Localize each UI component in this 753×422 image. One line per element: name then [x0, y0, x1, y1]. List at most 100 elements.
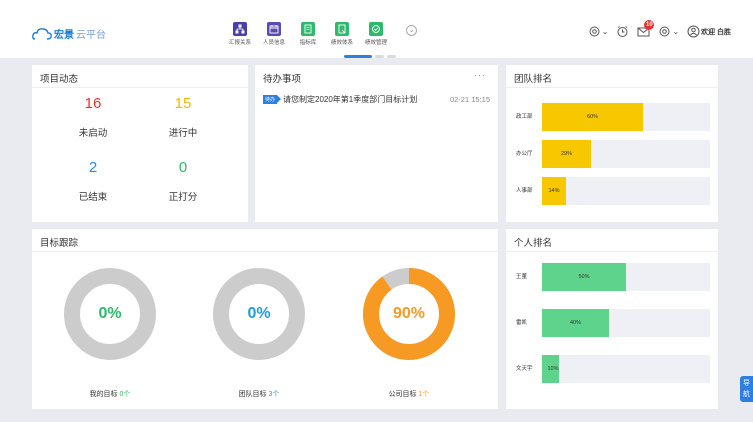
card-title: 团队排名: [514, 74, 553, 85]
todo-tag: 待办: [263, 95, 282, 104]
main-nav: 汇报关系 人员信息 指标库 绩效体系: [228, 22, 388, 46]
chevron-down-icon: ⌄: [672, 27, 680, 36]
rank-track: 50%: [542, 263, 710, 291]
logo[interactable]: 宏景 云平台: [32, 26, 106, 41]
goal-percent: 0%: [247, 305, 271, 322]
settings-menu[interactable]: ⌄: [588, 25, 609, 38]
todo-card: 待办事项 ··· 待办 请您制定2020年第1季度部门目标计划 02-21 15…: [255, 65, 498, 222]
goal-progress-ring[interactable]: [212, 267, 306, 361]
stat-label: 未启动: [78, 128, 108, 139]
goal-count: 0个: [119, 391, 131, 398]
chevron-down-icon: ⌄: [601, 27, 609, 36]
pager-dot[interactable]: [375, 55, 384, 58]
reminder-button[interactable]: [616, 25, 629, 38]
user-menu[interactable]: 欢迎 白胜: [687, 25, 731, 38]
alarm-clock-icon: [617, 26, 628, 37]
goal-count: 3个: [268, 391, 280, 398]
pager-dot[interactable]: [387, 55, 396, 58]
divider: [506, 251, 718, 252]
stat-value: 0: [178, 159, 188, 176]
personal-rank-card: 个人排名 王董 50% 雷凯 40% 文天宇 10%: [506, 229, 718, 409]
card-title: 个人排名: [514, 238, 553, 249]
messages-button[interactable]: 10: [637, 20, 655, 38]
goal-caption[interactable]: 我的目标 0个: [50, 389, 170, 399]
side-navigation-tab[interactable]: 导航: [740, 376, 753, 402]
target-check-icon: [369, 22, 383, 36]
goal-progress-ring[interactable]: [63, 267, 157, 361]
nav-label: 人员信息: [262, 40, 285, 46]
card-title: 项目动态: [40, 74, 79, 85]
rank-row[interactable]: 文天宇 10%: [516, 355, 710, 383]
goal-count: 1个: [418, 391, 430, 398]
rank-percent: 14%: [548, 188, 560, 194]
stat-value: 15: [174, 95, 192, 112]
rank-percent: 40%: [569, 320, 582, 326]
rank-bar: [542, 140, 591, 168]
goal-percent: 0%: [98, 305, 122, 322]
calendar-icon: [267, 22, 281, 36]
divider: [506, 87, 718, 88]
stat-not-started[interactable]: 16 未启动: [53, 95, 133, 139]
todo-text: 请您制定2020年第1季度部门目标计划: [283, 95, 418, 104]
org-chart-icon: [233, 22, 247, 36]
gear-icon: [659, 26, 670, 37]
stat-finished[interactable]: 2 已结束: [53, 159, 133, 203]
goal-progress-ring[interactable]: [362, 267, 456, 361]
goal-percent: 90%: [392, 305, 426, 322]
nav-expand-chevron-icon[interactable]: ⌄: [406, 25, 417, 36]
rank-name: 政工部: [516, 114, 533, 120]
rank-row[interactable]: 雷凯 40%: [516, 309, 710, 337]
ring-progress-arc: [363, 268, 455, 360]
rank-bar: [542, 177, 566, 205]
message-count-badge: 10: [644, 20, 655, 30]
nav-pager: [344, 55, 396, 58]
card-title: 目标跟踪: [40, 238, 79, 249]
goal-caption[interactable]: 公司目标 1个: [349, 389, 469, 399]
stat-label: 进行中: [168, 128, 198, 139]
nav-item-performance-system[interactable]: 绩效体系: [330, 22, 354, 46]
rank-name: 文天宇: [516, 366, 533, 372]
goal-label: 公司目标: [388, 391, 417, 398]
rank-percent: 60%: [586, 114, 599, 120]
rank-track: 60%: [542, 103, 710, 131]
report-icon: [335, 22, 349, 36]
rank-bar: [542, 263, 626, 291]
header-tools: ⌄ 10 ⌄ 欢迎 白胜: [588, 20, 731, 38]
goal-label: 我的目标: [89, 391, 118, 398]
pager-dot-active[interactable]: [344, 55, 372, 58]
rank-percent: 50%: [578, 274, 590, 280]
rank-row[interactable]: 王董 50%: [516, 263, 710, 291]
rank-track: 14%: [542, 177, 710, 205]
team-rank-card: 团队排名 政工部 60% 办公厅 29% 人事部 14%: [506, 65, 718, 222]
more-options-icon[interactable]: ···: [474, 70, 486, 80]
rank-percent: 29%: [560, 151, 573, 157]
stat-in-progress[interactable]: 15 进行中: [143, 95, 223, 139]
goal-tracking-card: 目标跟踪 0% 我的目标 0个 0% 团队目标 3个 90% 公司目标 1个: [32, 229, 498, 409]
rank-name: 王董: [516, 274, 528, 280]
stat-value: 16: [84, 95, 102, 112]
goal-caption[interactable]: 团队目标 3个: [199, 389, 319, 399]
rank-row[interactable]: 办公厅 29%: [516, 140, 710, 168]
rank-row[interactable]: 人事部 14%: [516, 177, 710, 205]
document-icon: [301, 22, 315, 36]
user-avatar-icon: [687, 25, 700, 38]
stat-scoring[interactable]: 0 正打分: [143, 159, 223, 203]
gear-icon: [589, 26, 600, 37]
nav-item-reporting[interactable]: 汇报关系: [228, 22, 252, 46]
rank-percent: 10%: [547, 366, 559, 372]
nav-label: 指标库: [299, 40, 317, 46]
rank-row[interactable]: 政工部 60%: [516, 103, 710, 131]
rank-track: 29%: [542, 140, 710, 168]
rank-bar: [542, 355, 559, 383]
todo-item[interactable]: 待办 请您制定2020年第1季度部门目标计划 02-21 15:15: [263, 94, 490, 105]
rank-name: 办公厅: [516, 151, 533, 157]
divider: [32, 87, 248, 88]
nav-item-personnel[interactable]: 人员信息: [262, 22, 286, 46]
project-status-card: 项目动态 16 未启动 15 进行中 2 已结束 0 正打分: [32, 65, 248, 222]
system-settings-menu[interactable]: ⌄: [658, 25, 679, 38]
nav-item-indicators[interactable]: 指标库: [296, 22, 320, 46]
rank-name: 人事部: [516, 188, 533, 194]
nav-label: 汇报关系: [228, 40, 251, 46]
nav-item-performance-management[interactable]: 绩效管理: [364, 22, 388, 46]
card-title: 待办事项: [263, 74, 302, 85]
